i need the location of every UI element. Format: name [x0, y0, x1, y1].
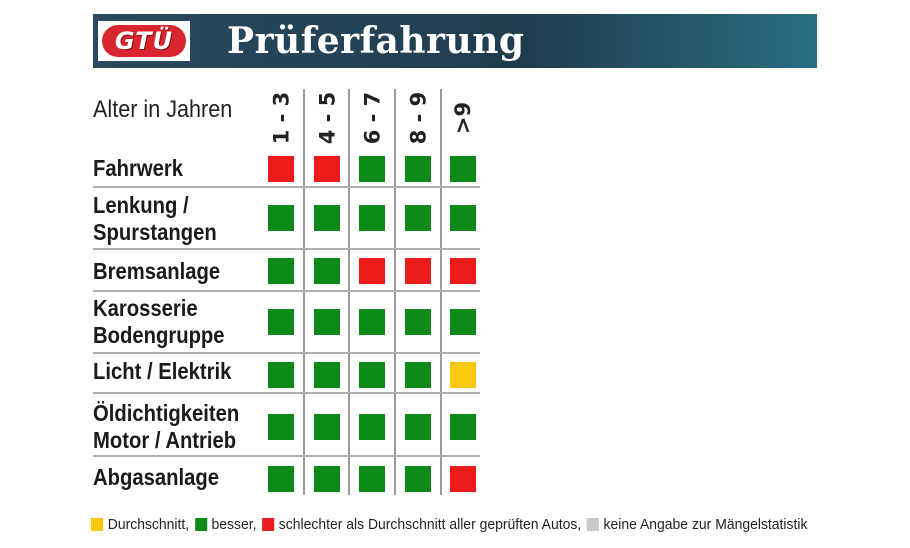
row-label: Karosserie Bodengruppe	[93, 295, 225, 349]
rating-cell-yellow	[450, 362, 476, 388]
column-header-text: >9	[451, 101, 475, 135]
rating-cell-green	[450, 205, 476, 231]
column-header-1: 1 - 3	[261, 88, 301, 148]
rating-cell-red	[450, 258, 476, 284]
rating-cell-green	[450, 156, 476, 182]
row-divider	[93, 290, 480, 292]
row-label-line: Öldichtigkeiten	[93, 400, 240, 426]
legend-swatch-green	[194, 518, 207, 531]
legend: Durchschnitt, besser, schlechter als Durch…	[91, 516, 813, 533]
rating-cell-red	[405, 258, 431, 284]
rating-cell-green	[268, 362, 294, 388]
header-banner: GTÜ Prüferfahrung	[93, 14, 817, 68]
column-header-text: 4 - 5	[315, 91, 339, 145]
column-header-text: 6 - 7	[360, 91, 384, 145]
row-divider	[93, 392, 480, 394]
row-label: Lenkung / Spurstangen	[93, 192, 217, 246]
column-header-4: 8 - 9	[398, 88, 438, 148]
rating-cell-green	[314, 466, 340, 492]
rating-cell-green	[450, 309, 476, 335]
rating-cell-green	[405, 466, 431, 492]
row-label: Abgasanlage	[93, 464, 219, 491]
column-divider	[348, 89, 350, 495]
row-label: Bremsanlage	[93, 258, 220, 285]
legend-text: Durchschnitt,	[107, 516, 190, 533]
legend-swatch-red	[262, 518, 275, 531]
rating-cell-green	[405, 309, 431, 335]
legend-swatch-grey	[586, 518, 599, 531]
row-divider	[93, 352, 480, 354]
legend-item: schlechter als Durchschnitt aller geprüf…	[262, 516, 581, 533]
page-title: Prüferfahrung	[227, 20, 525, 62]
row-label-line: Abgasanlage	[93, 464, 219, 490]
gtu-logo: GTÜ	[98, 21, 190, 61]
row-label: Öldichtigkeiten Motor / Antrieb	[93, 400, 239, 454]
rating-cell-green	[405, 156, 431, 182]
rating-cell-green	[314, 362, 340, 388]
logo-text: GTÜ	[114, 27, 174, 55]
rating-cell-green	[268, 205, 294, 231]
rating-cell-green	[359, 466, 385, 492]
rating-cell-green	[405, 205, 431, 231]
legend-item: besser,	[194, 516, 257, 533]
legend-item: Durchschnitt,	[91, 516, 189, 533]
rating-cell-green	[450, 414, 476, 440]
legend-text: keine Angabe zur Mängelstatistik	[603, 516, 808, 533]
rating-cell-green	[314, 258, 340, 284]
rating-cell-green	[359, 362, 385, 388]
rating-cell-red	[450, 466, 476, 492]
rating-cell-green	[314, 205, 340, 231]
row-label-line: Karosserie	[93, 295, 198, 321]
column-header-5: >9	[443, 88, 483, 148]
row-label-line: Bodengruppe	[93, 322, 225, 348]
column-divider	[303, 89, 305, 495]
row-divider	[93, 186, 480, 188]
row-label-line: Spurstangen	[93, 219, 217, 245]
rating-cell-green	[359, 156, 385, 182]
row-label-line: Motor / Antrieb	[93, 427, 237, 453]
rating-cell-green	[359, 205, 385, 231]
legend-text: besser,	[211, 516, 257, 533]
column-divider	[440, 89, 442, 495]
row-label-line: Bremsanlage	[93, 258, 221, 284]
row-label: Licht / Elektrik	[93, 358, 231, 385]
gtu-logo-pill: GTÜ	[102, 25, 186, 57]
column-header-2: 4 - 5	[307, 88, 347, 148]
rating-cell-green	[268, 258, 294, 284]
rating-cell-red	[314, 156, 340, 182]
age-axis-label: Alter in Jahren	[93, 96, 233, 123]
row-divider	[93, 248, 480, 250]
column-divider	[394, 89, 396, 495]
legend-swatch-yellow	[91, 518, 104, 531]
column-header-3: 6 - 7	[352, 88, 392, 148]
rating-cell-green	[359, 309, 385, 335]
rating-cell-green	[268, 466, 294, 492]
row-label: Fahrwerk	[93, 155, 183, 182]
rating-cell-green	[405, 362, 431, 388]
column-header-text: 8 - 9	[406, 91, 430, 145]
rating-cell-green	[268, 414, 294, 440]
rating-cell-red	[268, 156, 294, 182]
legend-item: keine Angabe zur Mängelstatistik	[586, 516, 808, 533]
row-label-line: Lenkung /	[93, 192, 189, 218]
row-label-line: Licht / Elektrik	[93, 358, 232, 384]
row-label-line: Fahrwerk	[93, 155, 183, 181]
legend-text: schlechter als Durchschnitt aller geprüf…	[278, 516, 582, 533]
rating-cell-red	[359, 258, 385, 284]
rating-cell-green	[314, 309, 340, 335]
column-header-text: 1 - 3	[269, 91, 293, 145]
rating-cell-green	[314, 414, 340, 440]
row-divider	[93, 455, 480, 457]
rating-cell-green	[359, 414, 385, 440]
rating-cell-green	[268, 309, 294, 335]
rating-cell-green	[405, 414, 431, 440]
